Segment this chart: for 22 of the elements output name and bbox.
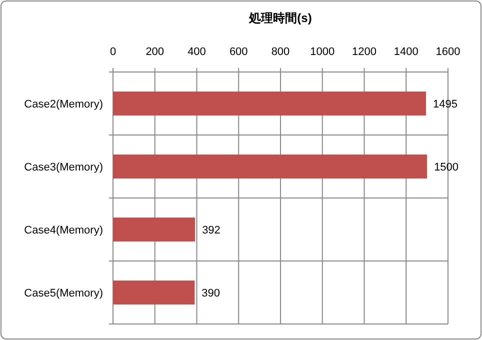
x-tick-label: 800 <box>271 46 290 58</box>
y-tick-label: Case2(Memory) <box>24 98 103 110</box>
data-label: 1500 <box>434 162 459 174</box>
x-tick-label: 1400 <box>394 46 418 58</box>
y-tick-label: Case5(Memory) <box>24 288 103 300</box>
y-tick-label: Case3(Memory) <box>24 162 103 174</box>
x-tick-label: 0 <box>110 46 116 58</box>
x-tick-label: 1200 <box>352 46 376 58</box>
x-tick-label: 600 <box>229 46 248 58</box>
chart-title: 処理時間(s) <box>248 11 312 25</box>
data-label: 390 <box>202 288 220 300</box>
x-tick-label: 200 <box>146 46 164 58</box>
data-label: 1495 <box>433 98 458 110</box>
x-tick-label: 1600 <box>436 46 460 58</box>
bar <box>113 92 426 116</box>
bar <box>113 218 196 242</box>
y-tick-label: Case4(Memory) <box>24 224 103 236</box>
data-label: 392 <box>202 224 220 236</box>
x-tick-label: 400 <box>188 46 206 58</box>
bar <box>113 154 428 178</box>
bar <box>113 280 195 304</box>
x-tick-label: 1000 <box>310 46 335 58</box>
